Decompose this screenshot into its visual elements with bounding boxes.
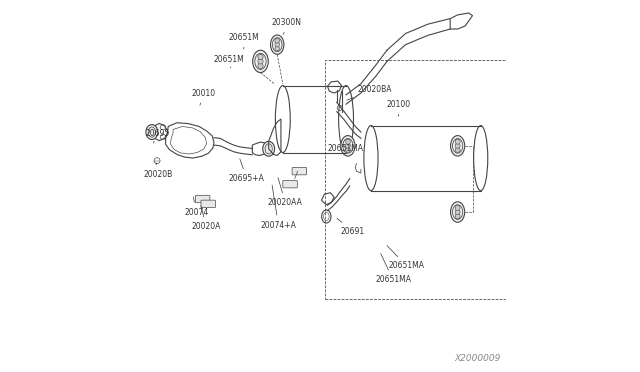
Circle shape xyxy=(346,143,350,148)
Text: 20074+A: 20074+A xyxy=(260,185,296,230)
Circle shape xyxy=(455,209,460,215)
Bar xyxy=(325,60,506,299)
FancyBboxPatch shape xyxy=(292,167,307,175)
Circle shape xyxy=(455,214,460,219)
Text: 20020BA: 20020BA xyxy=(347,85,392,100)
Circle shape xyxy=(455,205,460,211)
Text: 20010: 20010 xyxy=(191,89,216,105)
Text: 20020AA: 20020AA xyxy=(268,177,303,207)
Text: 20074: 20074 xyxy=(184,197,209,217)
Circle shape xyxy=(275,42,280,47)
Circle shape xyxy=(455,139,460,144)
Ellipse shape xyxy=(146,125,158,140)
Ellipse shape xyxy=(451,136,465,156)
FancyBboxPatch shape xyxy=(195,195,210,203)
Circle shape xyxy=(258,59,263,64)
Text: 20651MA: 20651MA xyxy=(375,254,411,284)
Circle shape xyxy=(258,54,263,60)
Text: 20651MA: 20651MA xyxy=(328,144,364,153)
Text: 20695+A: 20695+A xyxy=(229,159,265,183)
Ellipse shape xyxy=(451,202,465,222)
Text: 20691: 20691 xyxy=(337,218,365,236)
Ellipse shape xyxy=(341,136,355,156)
Text: X2000009: X2000009 xyxy=(454,354,500,363)
FancyBboxPatch shape xyxy=(201,200,216,208)
Circle shape xyxy=(346,147,350,153)
Text: 20651M: 20651M xyxy=(214,55,244,68)
Ellipse shape xyxy=(262,141,275,156)
Text: 20695: 20695 xyxy=(145,129,170,143)
Ellipse shape xyxy=(271,35,284,54)
Text: 20020B: 20020B xyxy=(143,163,173,179)
Text: 20100: 20100 xyxy=(387,100,411,116)
Ellipse shape xyxy=(253,50,268,73)
Text: 20651MA: 20651MA xyxy=(387,246,425,270)
Circle shape xyxy=(455,143,460,148)
Text: 20020A: 20020A xyxy=(191,206,221,231)
Circle shape xyxy=(275,38,280,43)
Circle shape xyxy=(275,46,280,51)
Circle shape xyxy=(258,63,263,68)
Text: 20300N: 20300N xyxy=(271,18,301,35)
Text: 20651M: 20651M xyxy=(229,33,260,49)
Circle shape xyxy=(455,147,460,153)
Circle shape xyxy=(346,139,350,144)
FancyBboxPatch shape xyxy=(283,180,298,188)
